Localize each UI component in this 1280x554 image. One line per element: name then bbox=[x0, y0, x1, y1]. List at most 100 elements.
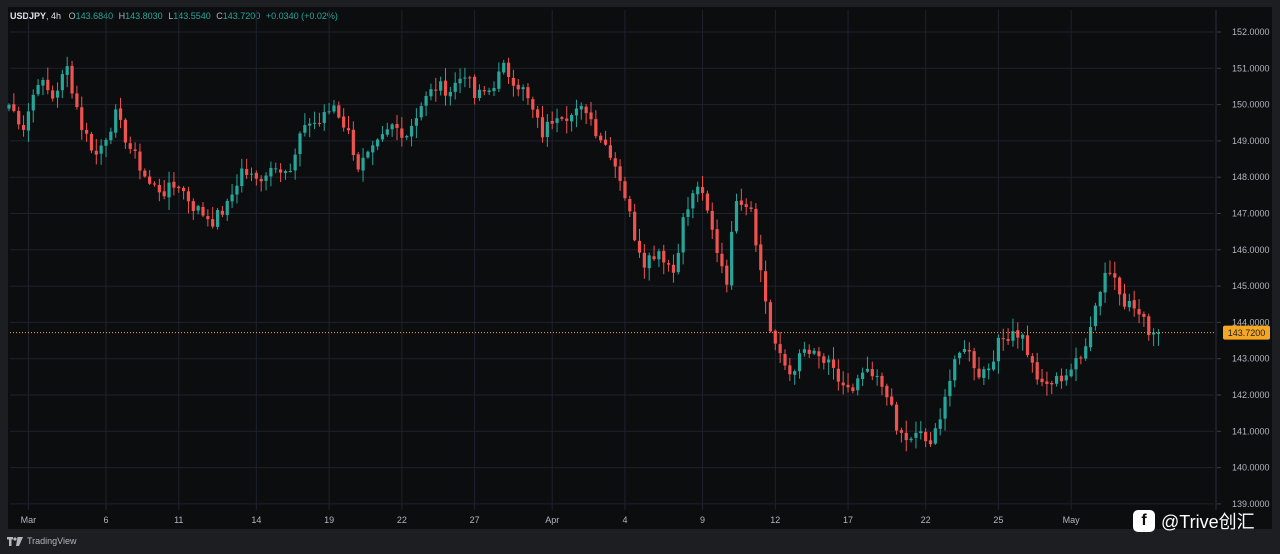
candle-body bbox=[555, 118, 559, 123]
candle-body bbox=[80, 107, 84, 131]
candle-body bbox=[1152, 332, 1156, 335]
candle-body bbox=[36, 85, 40, 95]
candle bbox=[395, 114, 399, 141]
candle bbox=[342, 108, 346, 132]
candle bbox=[123, 118, 127, 149]
candle-body bbox=[245, 169, 249, 175]
candle-body bbox=[928, 440, 933, 445]
candle-body bbox=[836, 368, 840, 382]
candle bbox=[1132, 290, 1136, 317]
tradingview-brand[interactable]: TradingView bbox=[7, 536, 77, 546]
candle bbox=[958, 351, 962, 365]
y-tick-label: 147.0000 bbox=[1232, 209, 1270, 219]
candle bbox=[827, 355, 831, 375]
x-tick-label: 27 bbox=[470, 515, 480, 525]
candle-body bbox=[870, 369, 874, 377]
candle bbox=[55, 82, 60, 108]
candle-body bbox=[671, 264, 676, 273]
candle-body bbox=[1001, 338, 1005, 340]
candle-body bbox=[346, 128, 351, 131]
candle-body bbox=[967, 350, 971, 352]
candle bbox=[579, 102, 583, 120]
candle-body bbox=[793, 371, 797, 375]
candle-body bbox=[948, 380, 952, 397]
candle-body bbox=[26, 111, 30, 131]
candle bbox=[172, 172, 176, 196]
candle bbox=[516, 78, 520, 97]
candle bbox=[46, 67, 50, 95]
candle bbox=[1122, 283, 1127, 310]
x-tick-label: 11 bbox=[174, 515, 183, 525]
candle bbox=[856, 374, 860, 396]
candle-body bbox=[1098, 291, 1102, 307]
candle bbox=[511, 69, 515, 97]
open-value: 143.6840 bbox=[75, 11, 114, 21]
candle bbox=[414, 108, 418, 139]
candle bbox=[686, 197, 690, 226]
candle-body bbox=[293, 154, 297, 171]
candle-body bbox=[613, 158, 617, 167]
tradingview-label: TradingView bbox=[27, 536, 77, 546]
candle-body bbox=[259, 178, 263, 182]
candle-body bbox=[667, 263, 671, 265]
candle-body bbox=[215, 210, 220, 227]
candle bbox=[734, 193, 739, 234]
candle bbox=[274, 162, 278, 174]
candle-body bbox=[861, 372, 865, 380]
candle-body bbox=[700, 187, 705, 194]
candle-body bbox=[109, 131, 113, 141]
candle-body bbox=[332, 105, 336, 112]
candle bbox=[114, 104, 118, 138]
candle bbox=[647, 252, 651, 281]
candle bbox=[128, 136, 132, 154]
candle-body bbox=[41, 80, 45, 86]
candle-body bbox=[458, 78, 462, 84]
candle-body bbox=[759, 244, 763, 271]
candle bbox=[841, 371, 845, 395]
candle bbox=[817, 347, 821, 369]
candle-body bbox=[46, 79, 50, 91]
candle-body bbox=[182, 187, 186, 192]
candle bbox=[41, 77, 45, 96]
candle bbox=[1025, 325, 1030, 358]
candle-body bbox=[599, 135, 603, 141]
candle-body bbox=[405, 136, 409, 138]
candle bbox=[317, 112, 321, 127]
candle bbox=[642, 244, 646, 279]
candle bbox=[880, 372, 884, 396]
candle bbox=[982, 366, 986, 385]
candle-body bbox=[962, 348, 967, 352]
candle bbox=[545, 114, 549, 147]
candle-body bbox=[75, 93, 79, 108]
candle bbox=[885, 383, 889, 406]
candle bbox=[240, 158, 244, 193]
candle bbox=[1079, 355, 1083, 365]
candle-body bbox=[958, 352, 962, 359]
candle bbox=[327, 102, 331, 115]
candle bbox=[802, 341, 806, 357]
candle bbox=[914, 421, 918, 449]
candle bbox=[560, 116, 564, 122]
candle-body bbox=[85, 129, 89, 134]
candle bbox=[996, 334, 1000, 374]
candle bbox=[676, 243, 680, 275]
candle-body bbox=[211, 219, 215, 227]
candle bbox=[967, 342, 971, 362]
candle bbox=[584, 104, 588, 125]
candle bbox=[754, 203, 758, 252]
high-value: 143.8030 bbox=[125, 11, 163, 21]
candle bbox=[987, 363, 991, 380]
candle-body bbox=[899, 430, 903, 433]
candle bbox=[1064, 368, 1068, 386]
candle bbox=[1021, 333, 1025, 351]
candle-body bbox=[904, 432, 908, 441]
candle-body bbox=[123, 119, 127, 143]
candle-body bbox=[356, 154, 360, 170]
candle-body bbox=[322, 112, 326, 123]
candle-body bbox=[274, 168, 278, 170]
candle bbox=[473, 74, 477, 105]
timeframe-label[interactable]: 4h bbox=[51, 11, 62, 21]
candle-body bbox=[429, 89, 433, 97]
candle-body bbox=[914, 432, 918, 438]
